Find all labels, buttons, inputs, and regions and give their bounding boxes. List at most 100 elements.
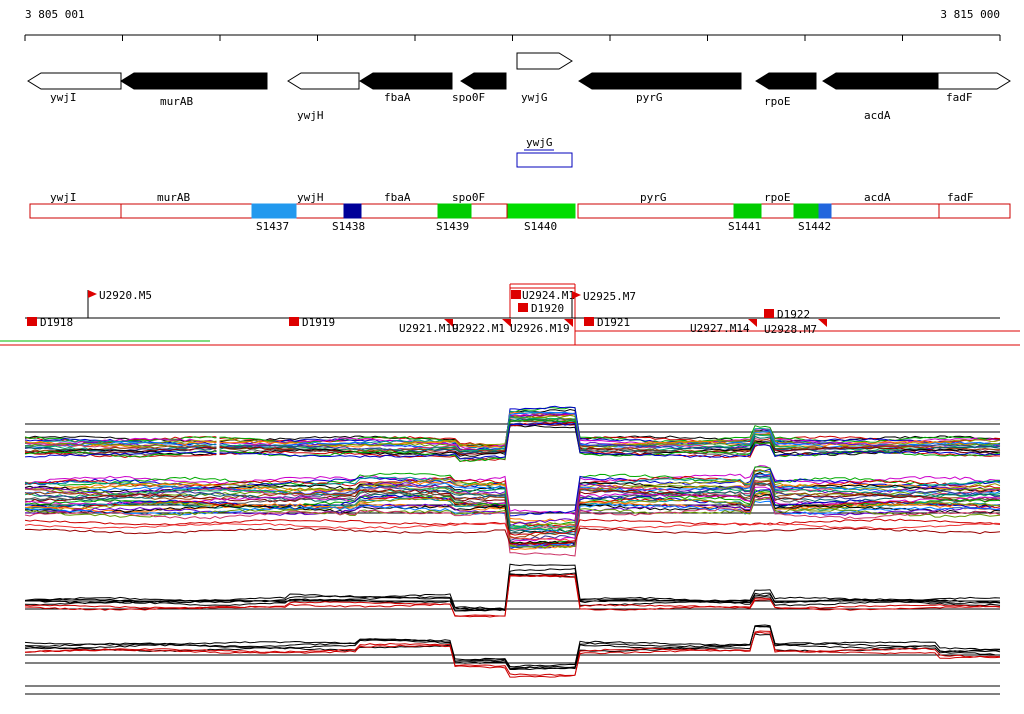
gene-label-spo0F: spo0F: [452, 91, 485, 104]
probe-marker-triangle[interactable]: [502, 319, 511, 327]
profile-line: [24, 500, 1001, 548]
probe-marker-triangle[interactable]: [818, 319, 827, 327]
probe-label-U2922.M1: U2922.M1: [452, 322, 505, 335]
segment-box-murAB[interactable]: [120, 203, 268, 219]
probe-label-D1922: D1922: [777, 308, 810, 321]
gene-label-ywjH: ywjH: [297, 109, 324, 122]
profile-line: [24, 625, 1001, 668]
profile-line: [24, 482, 1001, 535]
segment-S1440[interactable]: [507, 203, 576, 219]
gene-arrow-ywjH[interactable]: [287, 72, 360, 90]
probe-marker-triangle[interactable]: [564, 319, 573, 327]
profile-line: [24, 470, 1001, 529]
profile-line: [24, 625, 1001, 671]
profile-line: [24, 411, 1001, 453]
probe-label-U2924.M1: U2924.M1: [522, 289, 575, 302]
gene-arrow-murAB[interactable]: [120, 72, 268, 90]
gene-label-pyrG: pyrG: [636, 91, 663, 104]
segment-box-label-pyrG: pyrG: [640, 191, 667, 204]
profile-line: [24, 573, 1001, 612]
profile-line: [24, 468, 1000, 517]
gene-label-ywjI: ywjI: [50, 91, 77, 104]
profile-line: [24, 496, 1001, 557]
probe-box-U2924.M1[interactable]: [511, 290, 521, 299]
gene-label-fadF: fadF: [946, 91, 973, 104]
segment-box-fadF[interactable]: [938, 203, 1011, 219]
gene-arrow-pyrG[interactable]: [578, 72, 742, 90]
probe-label-U2928.M7: U2928.M7: [764, 323, 817, 336]
start-coordinate-label: 3 805 001: [25, 8, 85, 21]
highlight-box[interactable]: [516, 152, 573, 168]
gene-arrow-rpoE[interactable]: [755, 72, 817, 90]
gene-arrow-fbaA[interactable]: [359, 72, 453, 90]
probe-marker-triangle[interactable]: [444, 319, 453, 327]
profile-line: [24, 573, 1001, 618]
probe-label-D1920: D1920: [531, 302, 564, 315]
profile-line: [24, 630, 1001, 678]
profile-line: [24, 422, 1001, 460]
profile-line: [24, 465, 1001, 516]
expression-profile-plot: [24, 405, 1001, 557]
segment-label-S1438: S1438: [332, 220, 365, 233]
segment-box-label-ywjH: ywjH: [297, 191, 324, 204]
probe-box-D1920[interactable]: [518, 303, 528, 312]
gene-label-ywjG: ywjG: [521, 91, 548, 104]
segment-box-ywjI[interactable]: [29, 203, 122, 219]
segment-box-acdA[interactable]: [819, 203, 940, 219]
profile-line: [24, 522, 1001, 542]
segment-box-label-rpoE: rpoE: [764, 191, 791, 204]
segment-S1442[interactable]: [793, 203, 820, 219]
probe-label-U2921.M19: U2921.M19: [399, 322, 459, 335]
segment-label-S1440: S1440: [524, 220, 557, 233]
gene-arrow-acdA[interactable]: [822, 72, 951, 90]
segment-box-pyrG[interactable]: [577, 203, 742, 219]
profile-line: [24, 474, 1001, 527]
gene-arrow-spo0F[interactable]: [460, 72, 507, 90]
segment-box-label-ywjI: ywjI: [50, 191, 77, 204]
gene-label-murAB: murAB: [160, 95, 193, 108]
probe-box-D1922[interactable]: [764, 309, 774, 318]
profile-line: [24, 572, 1001, 612]
gene-label-fbaA: fbaA: [384, 91, 411, 104]
probe-label-U2926.M19: U2926.M19: [510, 322, 570, 335]
profile-line: [24, 491, 1001, 549]
profile-line: [24, 567, 1001, 612]
segment-box-label-fadF: fadF: [947, 191, 974, 204]
probe-box-D1918[interactable]: [27, 317, 37, 326]
gene-arrow-ywjI[interactable]: [27, 72, 122, 90]
segment-label-S1442: S1442: [798, 220, 831, 233]
gene-label-rpoE: rpoE: [764, 95, 791, 108]
probe-box-D1921[interactable]: [584, 317, 594, 326]
segment-box-label-fbaA: fbaA: [384, 191, 411, 204]
segment-extra[interactable]: [818, 203, 832, 219]
segment-S1441[interactable]: [733, 203, 762, 219]
probe-flag-U2920.M5[interactable]: [88, 290, 97, 298]
profile-line: [24, 631, 1001, 677]
segment-label-S1439: S1439: [436, 220, 469, 233]
profile-line: [24, 494, 1001, 546]
profile-line: [24, 475, 1001, 533]
gene-arrow-fadF[interactable]: [937, 72, 1011, 90]
segment-label-S1437: S1437: [256, 220, 289, 233]
gene-arrow-ywjG[interactable]: [516, 52, 573, 70]
highlight-feature: ywjG: [516, 136, 573, 168]
profile-line: [24, 473, 1001, 522]
profile-line: [24, 518, 1001, 536]
profile-line: [24, 421, 1001, 455]
probe-flag-U2925.M7[interactable]: [572, 291, 581, 299]
profile-line: [24, 475, 1001, 542]
segment-track: ywjI murAB ywjH fbaA spo0F pyrG rpoE acdA fadF S1…: [29, 191, 1011, 233]
segment-S1438[interactable]: [343, 203, 362, 219]
segment-S1437[interactable]: [251, 203, 297, 219]
probe-marker-triangle[interactable]: [748, 319, 757, 327]
profile-line: [24, 496, 1001, 549]
summary-profile-plot: [24, 563, 1001, 695]
segment-box-label-acdA: acdA: [864, 191, 891, 204]
segment-S1439[interactable]: [437, 203, 472, 219]
profile-line: [24, 472, 1001, 534]
probe-box-D1919[interactable]: [289, 317, 299, 326]
profile-line: [24, 489, 1001, 545]
